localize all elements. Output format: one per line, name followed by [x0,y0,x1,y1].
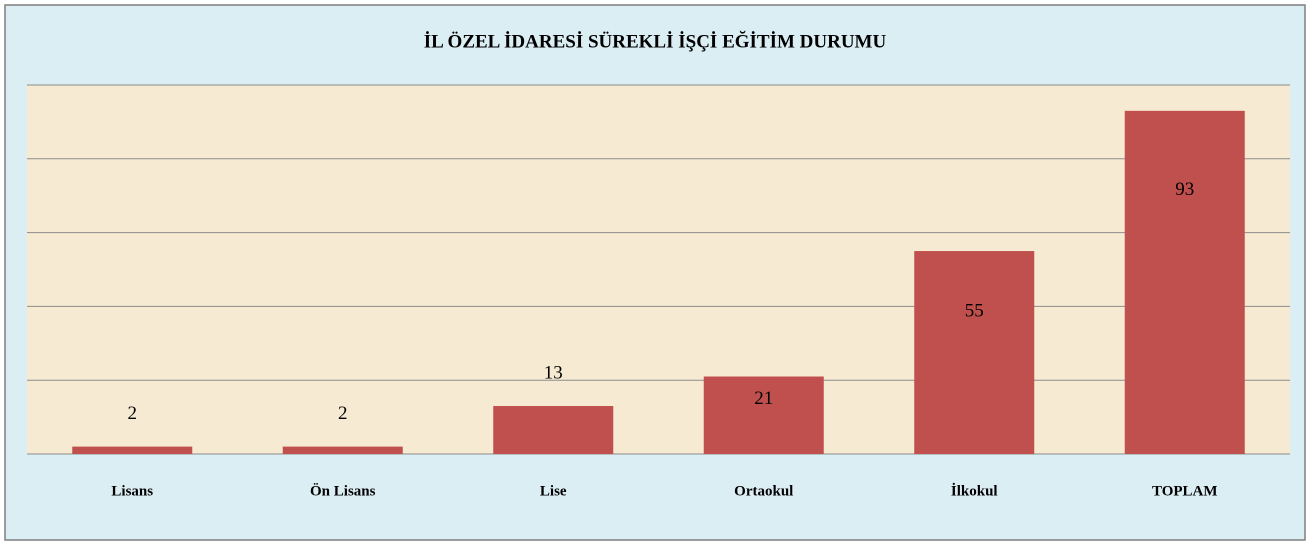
data-label: 2 [128,403,138,424]
bar [1124,110,1245,454]
bar [72,446,193,454]
data-label: 55 [965,300,984,321]
data-label: 93 [1175,179,1194,200]
plot-area [27,85,1290,454]
x-tick-label: Ortaokul [734,483,793,499]
chart-title: İL ÖZEL İDARESİ SÜREKLİ İŞÇİ EĞİTİM DURU… [424,30,887,52]
bar [703,376,824,454]
x-tick-label: Ön Lisans [310,482,376,499]
x-tick-label: TOPLAM [1152,483,1218,499]
data-label: 13 [544,362,563,383]
x-tick-label: İlkokul [951,482,998,499]
bar [493,406,614,454]
bar [914,251,1035,454]
data-label: 21 [754,388,773,409]
bar [282,446,403,454]
x-tick-label: Lise [540,483,567,499]
x-tick-label: Lisans [111,483,153,499]
data-label: 2 [338,403,348,424]
